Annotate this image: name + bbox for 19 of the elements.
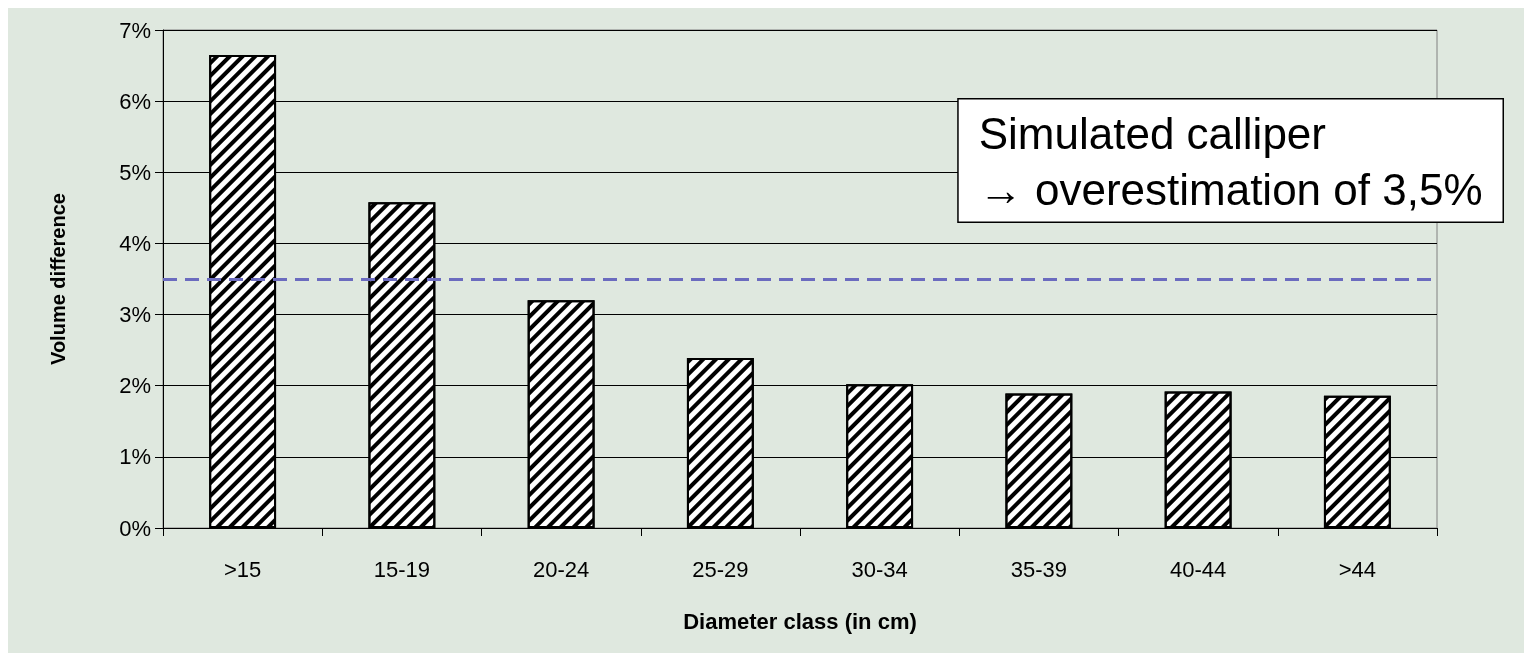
x-axis-title: Diameter class (in cm) — [683, 608, 917, 634]
x-tick-label: 30-34 — [851, 556, 908, 582]
annotation: Simulated calliper → overestimation of 3,5% — [978, 109, 1483, 214]
x-tick-label: 35-39 — [1010, 556, 1068, 582]
y-axis-title: Volume difference — [47, 193, 69, 365]
y-tick-label: 5% — [119, 159, 151, 185]
y-tick-label: 4% — [119, 230, 151, 256]
x-tick-label: 15-19 — [373, 556, 431, 582]
x-tick-label: 40-44 — [1169, 556, 1227, 582]
y-tick-label: 7% — [119, 17, 151, 43]
y-tick-label: 3% — [119, 302, 151, 328]
x-tick-label: 20-24 — [532, 556, 590, 582]
x-tick-label: >44 — [1338, 556, 1377, 582]
y-tick-label: 1% — [119, 444, 151, 470]
y-tick-label: 0% — [119, 515, 151, 541]
y-tick-label: 6% — [119, 88, 151, 114]
x-tick-label: 25-29 — [692, 556, 749, 582]
y-tick-label: 2% — [119, 373, 151, 399]
x-tick-label: >15 — [223, 556, 262, 582]
